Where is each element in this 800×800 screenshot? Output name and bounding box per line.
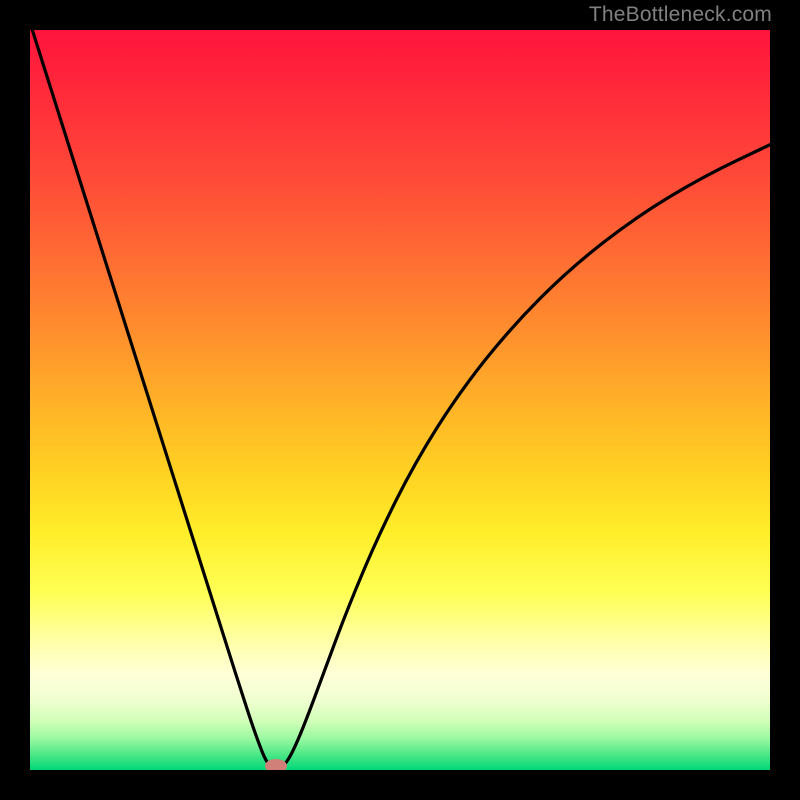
- vertex-marker: [265, 759, 287, 770]
- curve-svg: [30, 30, 770, 770]
- plot-area: [30, 30, 770, 770]
- bottleneck-curve: [30, 30, 770, 769]
- watermark-text: TheBottleneck.com: [589, 3, 772, 27]
- chart-outer: TheBottleneck.com: [0, 0, 800, 800]
